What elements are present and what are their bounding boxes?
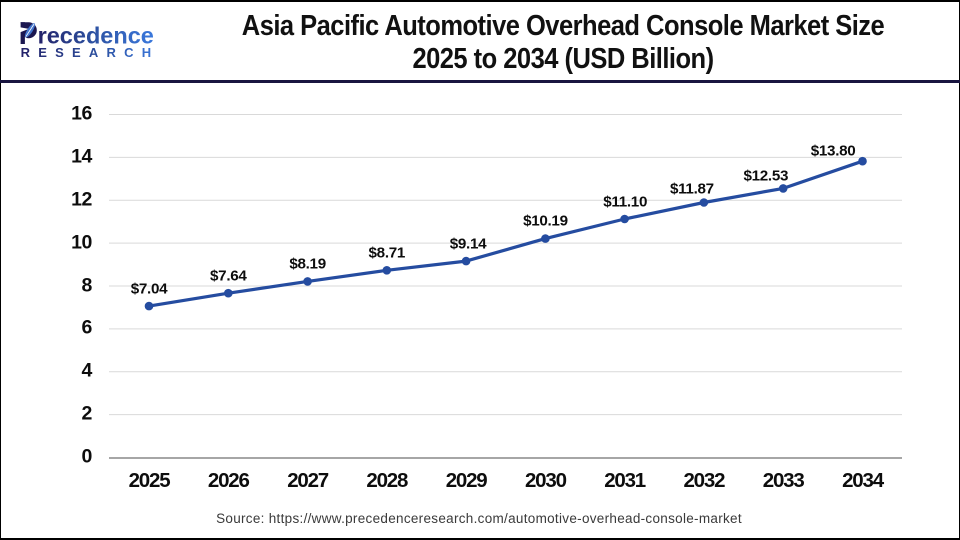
- svg-text:RESEARCH: RESEARCH: [21, 45, 160, 60]
- svg-text:recedence: recedence: [38, 23, 154, 49]
